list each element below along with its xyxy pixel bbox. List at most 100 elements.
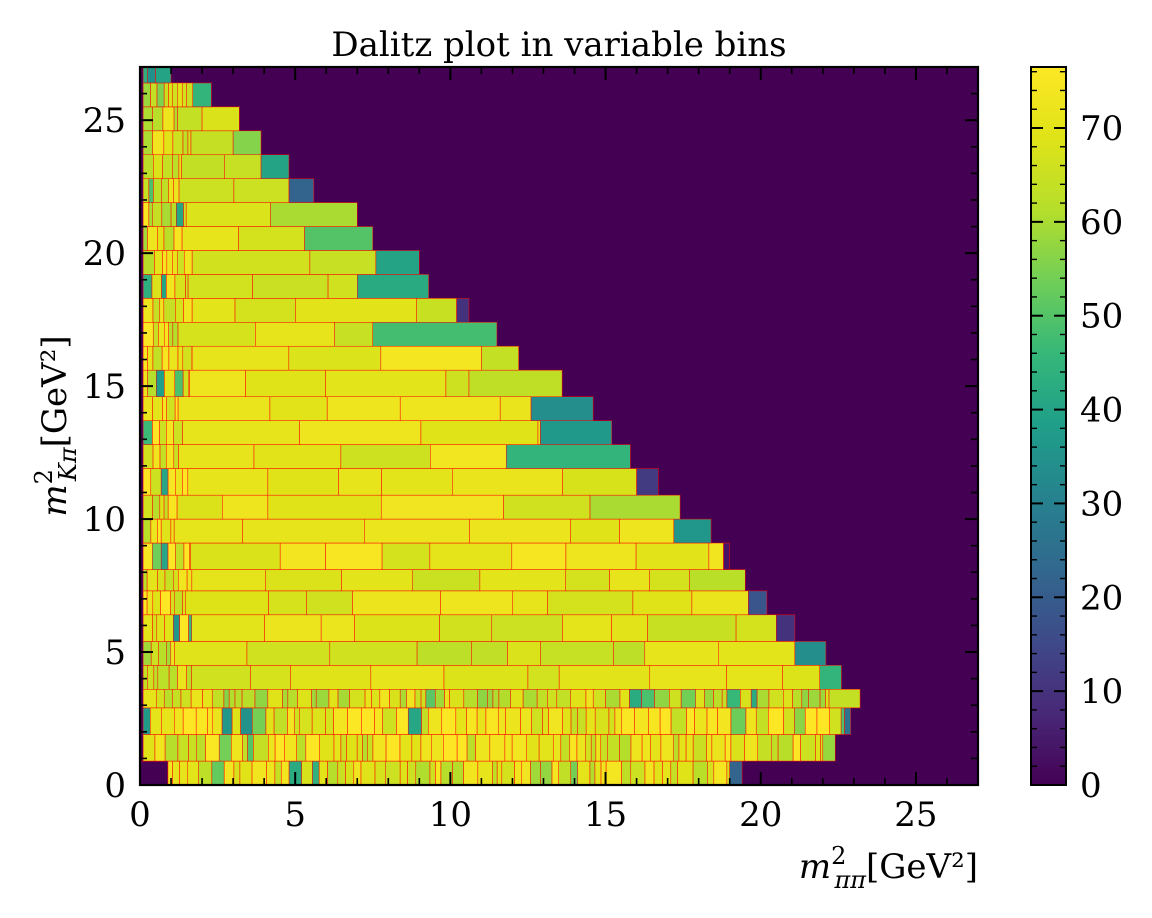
dalitz-bin [160, 542, 169, 570]
dalitz-bin [242, 734, 248, 762]
dalitz-bin [162, 154, 173, 179]
dalitz-bin [163, 130, 174, 156]
dalitz-bin [142, 707, 151, 735]
dalitz-bin [577, 707, 587, 735]
dalitz-bin [407, 760, 417, 785]
dalitz-bin [155, 67, 172, 84]
dalitz-bin [167, 542, 176, 570]
dalitz-bin [794, 707, 806, 735]
dalitz-bin [163, 82, 169, 108]
dalitz-bin [562, 614, 612, 642]
dalitz-bin [177, 250, 185, 275]
dalitz-bin [172, 154, 180, 179]
dalitz-bin [547, 590, 634, 616]
dalitz-bin [647, 614, 737, 642]
dalitz-bin [211, 689, 225, 709]
dalitz-bin [312, 760, 320, 785]
x-tick-label: 20 [739, 795, 782, 835]
dalitz-bin [497, 707, 506, 735]
dalitz-bin [182, 468, 189, 496]
dalitz-bin [794, 641, 827, 666]
dalitz-bin [142, 322, 154, 347]
dalitz-bin [195, 707, 208, 735]
x-tick-label: 5 [284, 795, 306, 835]
dalitz-bin [333, 734, 342, 762]
colorbar-tick-label: 20 [1080, 578, 1123, 618]
dalitz-bin [345, 760, 355, 785]
dalitz-bin [636, 468, 659, 496]
dalitz-bin [825, 689, 830, 709]
dalitz-bin [431, 734, 444, 762]
dalitz-bin [356, 734, 363, 762]
dalitz-bin [694, 707, 708, 735]
dalitz-bin [280, 760, 290, 785]
dalitz-bin [223, 689, 230, 709]
dalitz-bin [177, 569, 188, 592]
y-tick-label: 25 [83, 101, 126, 141]
dalitz-bin [570, 707, 578, 735]
dalitz-bin [399, 734, 413, 762]
dalitz-bin [212, 707, 223, 735]
dalitz-bin [819, 689, 826, 709]
dalitz-bin [161, 345, 170, 371]
dalitz-bin [274, 734, 285, 762]
dalitz-bin [161, 202, 172, 227]
dalitz-bin [218, 734, 232, 762]
dalitz-bin [551, 760, 559, 785]
dalitz-bin [425, 689, 436, 709]
dalitz-bin [429, 542, 513, 570]
dalitz-bin [471, 641, 508, 666]
dalitz-bin [476, 707, 487, 735]
chart-title: Dalitz plot in variable bins [331, 25, 786, 65]
dalitz-bin [207, 707, 214, 735]
dalitz-bin [692, 760, 708, 785]
dalitz-bin [511, 542, 567, 570]
colorbar-tick-label: 0 [1080, 766, 1102, 806]
dalitz-bin [191, 250, 311, 275]
dalitz-bin [792, 689, 803, 709]
dalitz-bin [234, 298, 296, 323]
dalitz-bin [441, 707, 457, 735]
dalitz-bin [589, 760, 596, 785]
dalitz-bin [142, 67, 148, 84]
dalitz-bin [745, 707, 757, 735]
dalitz-bin [619, 734, 632, 762]
dalitz-bin [287, 689, 298, 709]
dalitz-bin [677, 760, 694, 785]
dalitz-bin [176, 202, 184, 227]
dalitz-bin [729, 760, 743, 785]
y-tick-label: 0 [104, 766, 126, 806]
dalitz-bin [530, 396, 594, 421]
dalitz-bin [142, 130, 153, 156]
dalitz-bin [142, 298, 154, 323]
dalitz-bin [187, 468, 269, 496]
bins-layer [140, 67, 861, 785]
dalitz-bin [576, 734, 586, 762]
dalitz-bin [815, 734, 821, 762]
dalitz-bin [232, 130, 262, 156]
dalitz-bin [828, 689, 861, 709]
dalitz-bin [520, 707, 532, 735]
dalitz-bin [782, 665, 820, 690]
dalitz-bin [777, 734, 794, 762]
dalitz-bin [142, 106, 153, 132]
dalitz-bin [372, 734, 387, 762]
dalitz-bin [268, 590, 307, 616]
dalitz-bin [713, 689, 723, 709]
dalitz-bin [385, 734, 401, 762]
dalitz-bin [337, 760, 346, 785]
dalitz-bin [504, 734, 513, 762]
dalitz-bin [183, 202, 187, 227]
dalitz-bin [505, 444, 631, 469]
dalitz-bin [297, 689, 312, 709]
dalitz-bin [374, 707, 383, 735]
dalitz-bin [756, 689, 770, 709]
dalitz-bin [367, 734, 374, 762]
dalitz-bin [428, 707, 443, 735]
dalitz-bin [416, 641, 472, 666]
dalitz-bin [150, 641, 159, 666]
dalitz-bin [156, 82, 165, 108]
dalitz-bin [159, 298, 165, 323]
dalitz-bin [496, 760, 503, 785]
